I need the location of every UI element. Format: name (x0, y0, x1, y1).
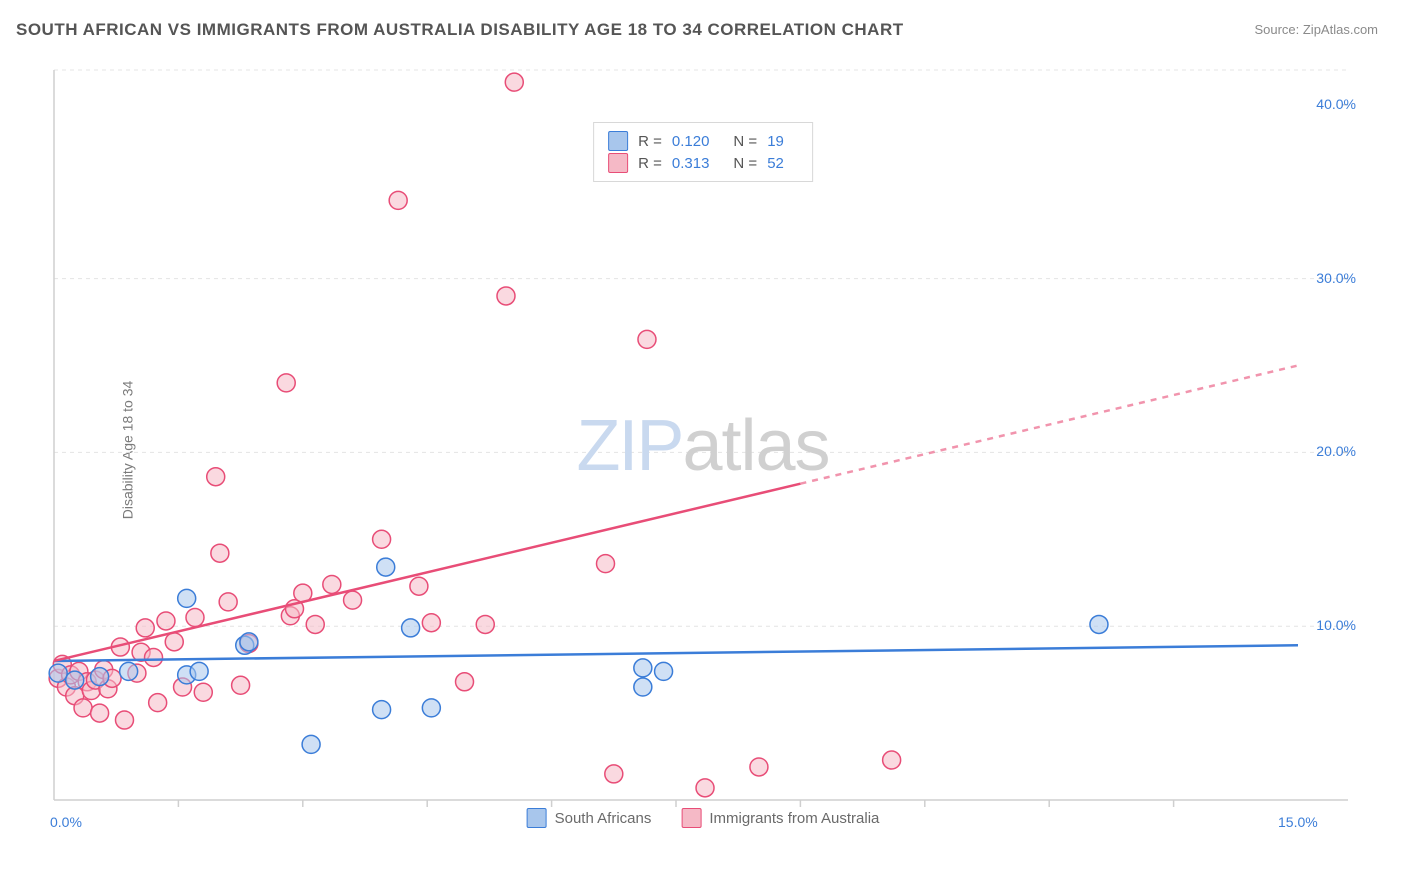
legend-swatch-blue (527, 808, 547, 828)
r-value-pink: 0.313 (672, 155, 710, 172)
x-tick-label: 0.0% (50, 814, 82, 830)
y-tick-label: 20.0% (1316, 443, 1356, 459)
n-label: N = (733, 155, 757, 172)
legend-swatch-blue (608, 131, 628, 151)
legend-item-south-africans: South Africans (527, 808, 652, 828)
y-tick-label: 10.0% (1316, 617, 1356, 633)
series-legend: South Africans Immigrants from Australia (527, 808, 880, 828)
r-label: R = (638, 155, 662, 172)
legend-swatch-pink (681, 808, 701, 828)
n-value-blue: 19 (767, 133, 784, 150)
plot-area: Disability Age 18 to 34 ZIPatlas R = 0.1… (48, 60, 1358, 840)
x-tick-label: 15.0% (1278, 814, 1318, 830)
n-label: N = (733, 133, 757, 150)
correlation-legend: R = 0.120 N = 19 R = 0.313 N = 52 (593, 122, 813, 182)
chart-title: SOUTH AFRICAN VS IMMIGRANTS FROM AUSTRAL… (16, 20, 904, 40)
r-label: R = (638, 133, 662, 150)
r-value-blue: 0.120 (672, 133, 710, 150)
n-value-pink: 52 (767, 155, 784, 172)
chart-container: SOUTH AFRICAN VS IMMIGRANTS FROM AUSTRAL… (0, 0, 1406, 892)
y-tick-label: 40.0% (1316, 96, 1356, 112)
legend-label: Immigrants from Australia (709, 810, 879, 827)
legend-swatch-pink (608, 153, 628, 173)
y-tick-label: 30.0% (1316, 270, 1356, 286)
source-attribution: Source: ZipAtlas.com (1254, 22, 1378, 37)
legend-label: South Africans (555, 810, 652, 827)
legend-row-pink: R = 0.313 N = 52 (608, 153, 798, 173)
legend-item-immigrants-australia: Immigrants from Australia (681, 808, 879, 828)
legend-row-blue: R = 0.120 N = 19 (608, 131, 798, 151)
